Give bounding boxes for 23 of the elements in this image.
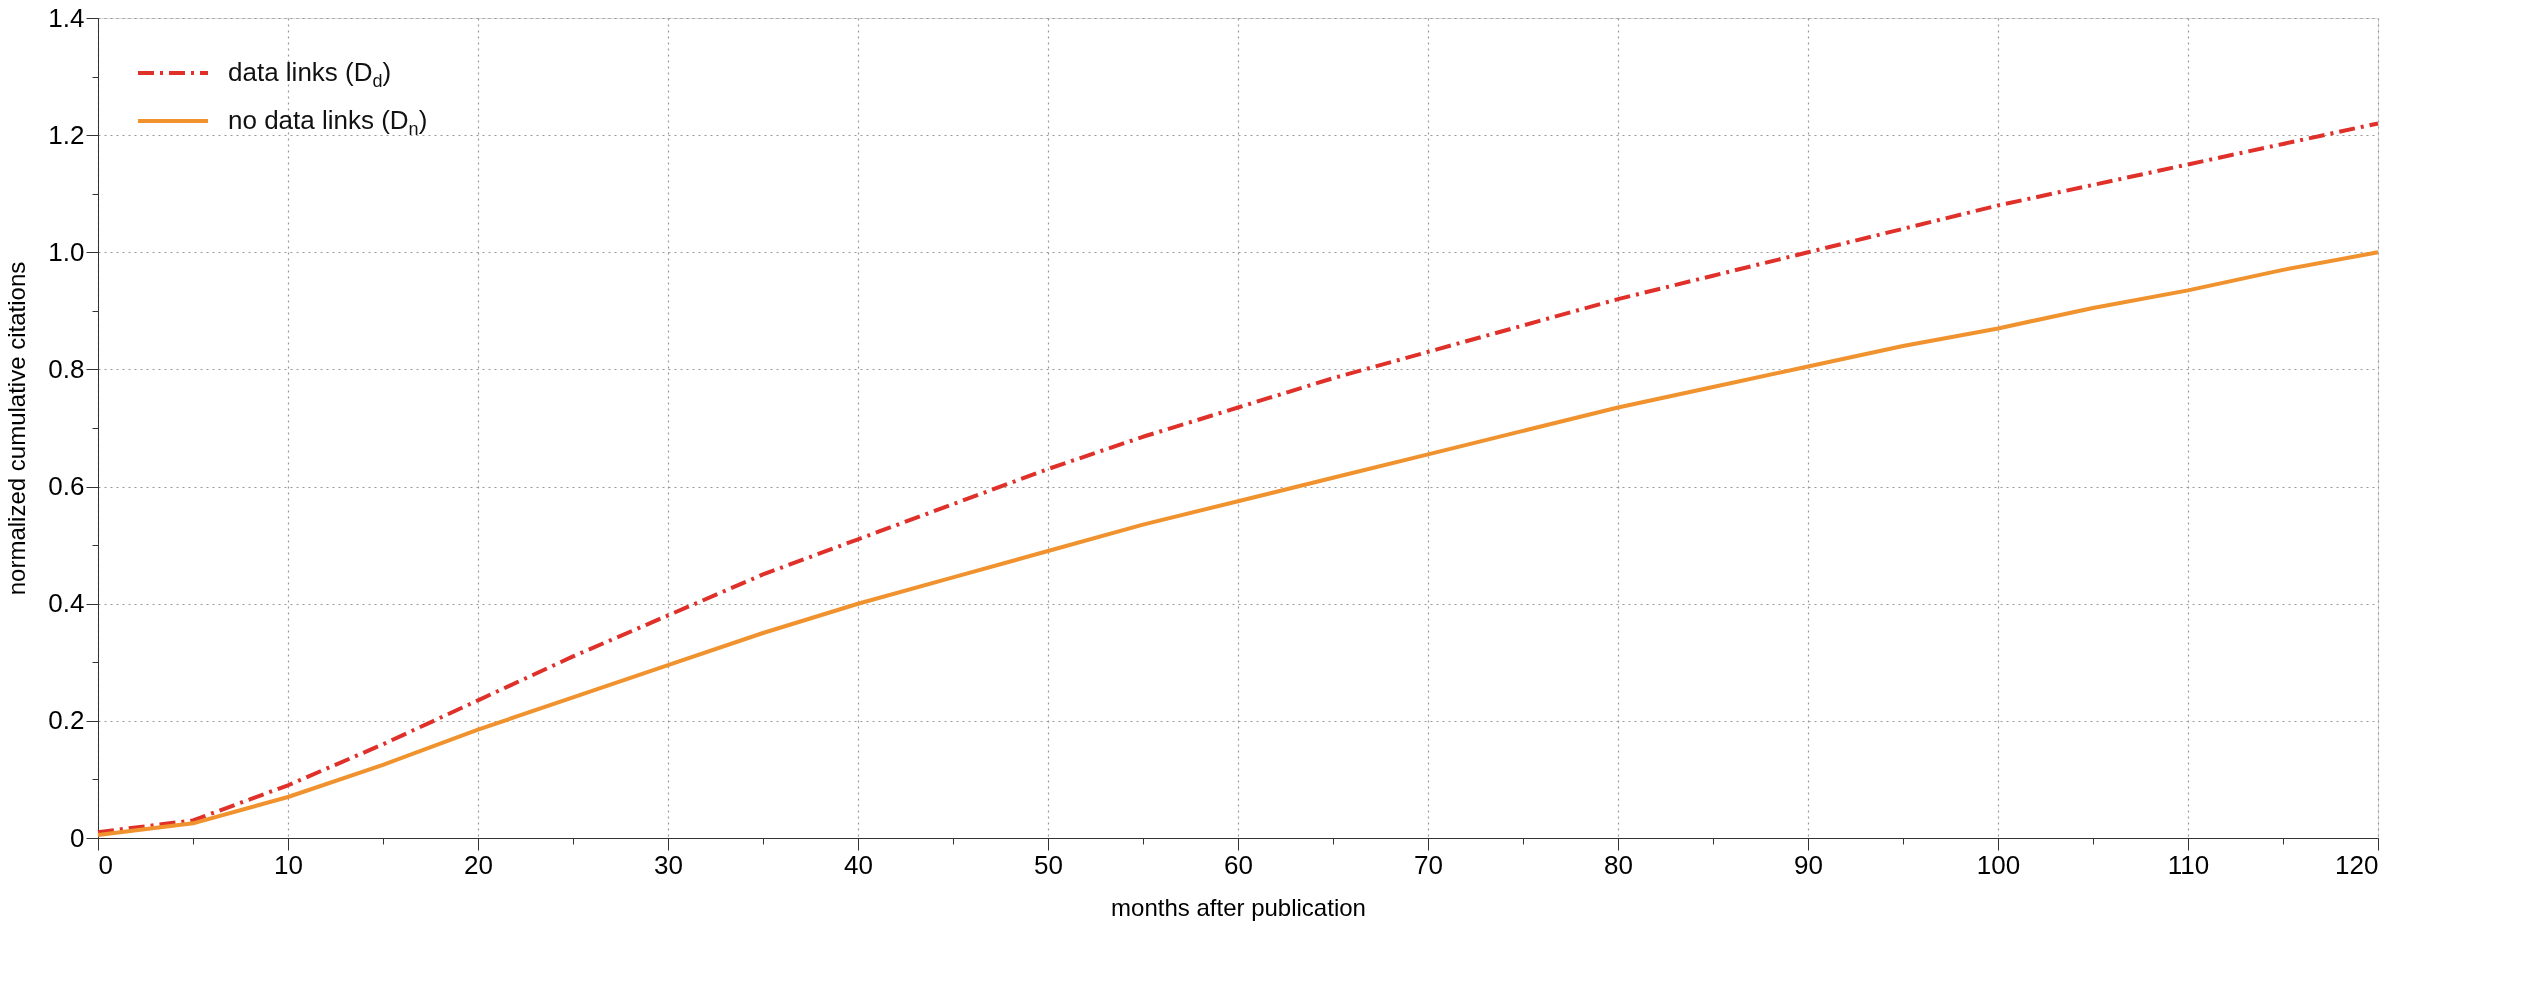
y-tick-label: 0.4 (48, 588, 85, 619)
y-tick-label: 0.8 (48, 353, 85, 384)
y-tick-label: 1.4 (48, 2, 85, 33)
x-tick-label: 60 (1224, 849, 1253, 880)
x-tick-label: 100 (1976, 849, 2021, 880)
y-axis-title: normalized cumulative citations (3, 261, 31, 596)
x-tick-label: 50 (1034, 849, 1063, 880)
x-tick-label: 30 (654, 849, 683, 880)
x-tick-label: 120 (2335, 849, 2379, 880)
x-tick-label: 20 (464, 849, 493, 880)
x-tick-label: 90 (1794, 849, 1823, 880)
x-tick-label: 0 (98, 849, 113, 880)
y-tick-label: 1.0 (48, 236, 85, 267)
x-tick-label: 40 (844, 849, 873, 880)
x-tick-label: 110 (2167, 849, 2210, 880)
x-tick-label: 70 (1414, 849, 1443, 880)
y-tick-label: 1.2 (48, 119, 85, 150)
y-tick-label: 0.6 (48, 471, 85, 502)
y-tick-label: 0.2 (48, 705, 85, 736)
x-tick-label: 80 (1604, 849, 1633, 880)
x-tick-label: 10 (274, 849, 303, 880)
y-tick-label: 0 (70, 822, 85, 853)
x-axis-title: months after publication (1111, 893, 1366, 921)
